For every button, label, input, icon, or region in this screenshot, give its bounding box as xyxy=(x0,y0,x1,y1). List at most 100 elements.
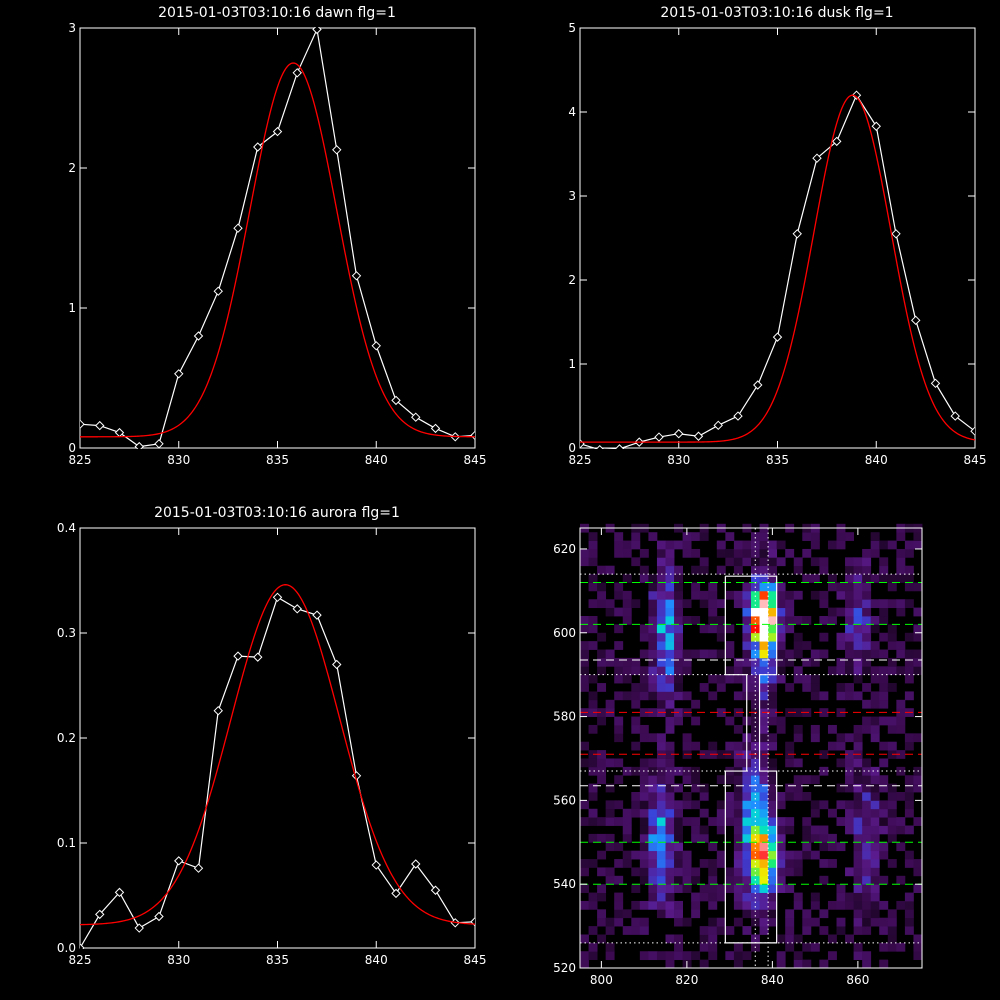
heatmap-cell xyxy=(665,842,675,852)
heatmap-cell xyxy=(853,599,863,609)
heatmap-cell xyxy=(639,951,649,961)
heatmap-cell xyxy=(682,800,692,810)
heatmap-cell xyxy=(879,942,889,952)
heatmap-cell xyxy=(768,649,778,659)
heatmap-cell xyxy=(759,733,769,743)
heatmap-cell xyxy=(631,683,641,692)
heatmap-cell xyxy=(862,900,872,910)
heatmap-cell xyxy=(759,624,769,634)
heatmap-cell xyxy=(802,926,812,935)
heatmap-cell xyxy=(802,641,812,650)
heatmap-cell xyxy=(853,817,863,826)
heatmap-cell xyxy=(793,666,803,676)
heatmap-cell xyxy=(597,850,607,860)
heatmap-cell xyxy=(656,800,666,810)
heatmap-cell xyxy=(648,850,658,860)
heatmap-cell xyxy=(776,792,786,801)
heatmap-cell xyxy=(879,674,889,684)
heatmap-cell xyxy=(742,632,752,642)
heatmap-cell xyxy=(605,817,615,826)
heatmap-cell xyxy=(716,599,726,609)
heatmap-cell xyxy=(862,867,872,877)
heatmap-cell xyxy=(691,582,701,592)
heatmap-cell xyxy=(682,599,692,609)
heatmap-cell xyxy=(793,641,803,650)
heatmap-cell xyxy=(793,850,803,860)
heatmap-cell xyxy=(648,900,658,910)
heatmap-cell xyxy=(622,590,632,600)
heatmap-cell xyxy=(785,926,795,935)
heatmap-cell xyxy=(768,775,778,785)
aurora-x-tick-label: 825 xyxy=(69,953,92,967)
heatmap-cell xyxy=(913,934,923,944)
heatmap-cell xyxy=(682,850,692,860)
heatmap-cell xyxy=(793,616,803,625)
heatmap-cell xyxy=(802,532,812,541)
heatmap-cell xyxy=(665,708,675,717)
heatmap-cell xyxy=(580,666,589,676)
heatmap-cell xyxy=(785,867,795,877)
heatmap-cell xyxy=(819,691,829,701)
heatmap-cell xyxy=(597,884,607,893)
heatmap-cell xyxy=(887,817,897,826)
heatmap-cell xyxy=(887,666,897,676)
heatmap-cell xyxy=(887,942,897,952)
heatmap-cell xyxy=(725,532,735,541)
heatmap-cell xyxy=(691,833,701,843)
heatmap-cell xyxy=(879,900,889,910)
heatmap-cell xyxy=(768,657,778,667)
aurora-data-point xyxy=(193,863,204,873)
aurora-x-tick-label: 840 xyxy=(365,953,388,967)
heatmap-cell xyxy=(810,691,820,701)
heatmap-cell xyxy=(759,716,769,726)
heatmap-cell xyxy=(733,951,743,961)
aurora-data-point xyxy=(391,888,401,899)
heatmap-cell xyxy=(845,867,854,877)
heatmap-cell xyxy=(699,892,709,902)
heatmap-cell xyxy=(665,683,675,692)
heatmap-cell xyxy=(904,540,914,550)
dawn-data-point xyxy=(272,126,283,137)
heatmap-cell xyxy=(862,884,872,893)
heatmap-cell xyxy=(904,666,914,676)
heatmap-cell xyxy=(716,565,726,575)
heatmap-cell xyxy=(810,850,820,860)
heatmap-cell xyxy=(802,548,812,558)
heatmap-cell xyxy=(656,817,666,826)
heatmap-cell xyxy=(716,926,726,935)
heatmap-cell xyxy=(759,875,769,885)
heatmap-cell xyxy=(836,733,846,743)
heatmap-cell xyxy=(862,926,872,935)
heatmap-cell xyxy=(656,607,666,617)
heatmap-cell xyxy=(580,674,589,684)
heatmap-cell xyxy=(656,641,666,650)
heatmap-cell xyxy=(887,624,897,634)
heatmap-cell xyxy=(580,557,589,567)
heatmap-cell xyxy=(896,708,906,717)
heatmap-cell xyxy=(853,766,863,776)
heatmap-cell xyxy=(836,817,846,826)
heatmap-cell xyxy=(742,900,752,910)
heatmap-cell xyxy=(802,917,812,927)
heatmap-cell xyxy=(802,674,812,684)
heatmap-cell xyxy=(699,683,709,692)
heatmap-cell xyxy=(845,892,854,902)
heatmap-cell xyxy=(870,574,880,583)
heatmap-cell xyxy=(742,892,752,902)
heatmap-cell xyxy=(759,565,769,575)
heatmap-cell xyxy=(751,607,760,617)
heatmap-cell xyxy=(896,900,906,910)
dawn-data-point xyxy=(80,419,85,429)
heatmap-cell xyxy=(776,951,786,961)
heatmap-cell xyxy=(776,884,786,893)
heatmap-cell xyxy=(759,574,769,583)
heatmap-cell xyxy=(733,875,743,885)
heatmap-cell xyxy=(665,632,675,642)
heatmap-cell xyxy=(580,817,589,826)
heatmap-cell xyxy=(597,909,607,919)
heatmap-cell xyxy=(904,825,914,835)
heatmap-cell xyxy=(674,565,683,575)
heatmap-cell xyxy=(656,909,666,919)
heatmap-cell xyxy=(853,833,863,843)
heatmap-cell xyxy=(776,800,786,810)
